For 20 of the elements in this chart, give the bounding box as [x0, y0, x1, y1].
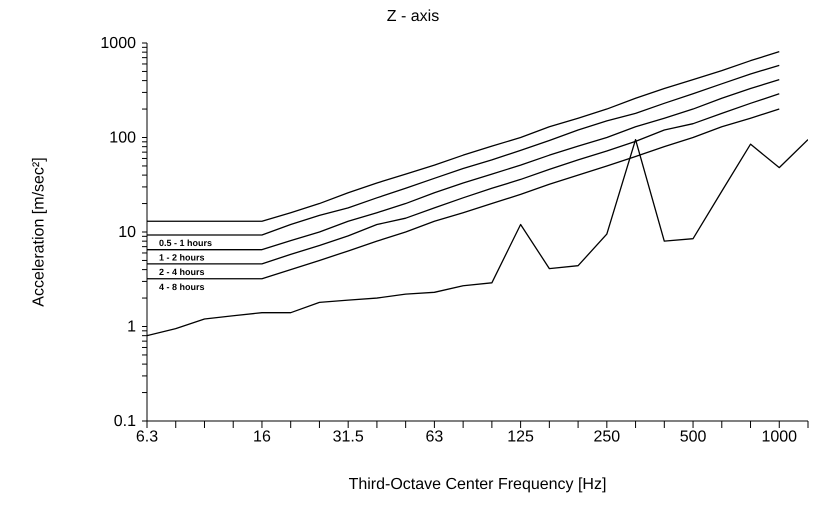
series-label: 4 - 8 hours: [159, 282, 205, 292]
y-tick-label: 1: [127, 318, 136, 336]
series-label: 1 - 2 hours: [159, 252, 205, 263]
series-label: 0.5 - 1 hours: [159, 238, 212, 248]
x-tick-label: 16: [253, 428, 271, 446]
series-label: 2 - 4 hours: [159, 266, 205, 277]
y-tick-label: 1000: [100, 35, 136, 52]
x-tick-label: 1000: [761, 428, 798, 446]
x-tick-label: 125: [507, 428, 534, 446]
x-tick-label: 6.3: [136, 428, 158, 446]
x-tick-label: 500: [680, 428, 706, 446]
x-tick-label: 63: [425, 428, 444, 446]
y-tick-label: 10: [118, 224, 136, 241]
x-axis-title: Third-Octave Center Frequency [Hz]: [348, 476, 606, 493]
x-tick-label: 250: [593, 428, 620, 446]
chart-title: Z - axis: [386, 8, 440, 26]
y-tick-label: 100: [109, 130, 136, 146]
x-tick-label: 31.5: [332, 428, 364, 446]
y-axis-title: Acceleration [m/sec²]: [30, 157, 48, 307]
y-tick-label: 0.1: [114, 413, 136, 430]
